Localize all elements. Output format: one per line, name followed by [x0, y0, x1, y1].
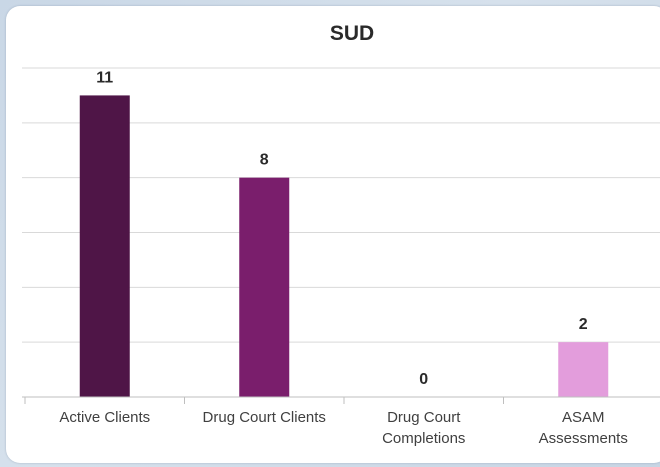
bar — [558, 342, 609, 397]
data-label: 11 — [96, 69, 113, 86]
chart-card: SUD 11 8 0 2 Active Clients Drug Court Clien… — [6, 6, 660, 463]
bars — [79, 95, 609, 398]
category-label: Completions — [382, 430, 465, 447]
data-label: 0 — [419, 371, 428, 388]
category-label: ASAM — [562, 409, 605, 426]
bar-chart: SUD 11 8 0 2 Active Clients Drug Court Clien… — [22, 22, 660, 447]
bar — [239, 177, 290, 397]
category-label: Drug Court — [387, 409, 461, 426]
data-label: 2 — [579, 316, 588, 333]
category-label: Assessments — [539, 430, 628, 447]
data-label: 8 — [260, 152, 269, 169]
data-labels: 11 8 0 2 — [96, 69, 588, 388]
category-label: Active Clients — [59, 409, 150, 426]
bar — [79, 95, 130, 398]
category-label: Drug Court Clients — [203, 409, 326, 426]
chart-title: SUD — [330, 22, 374, 45]
x-axis: Active Clients Drug Court Clients Drug Cou… — [22, 396, 660, 447]
